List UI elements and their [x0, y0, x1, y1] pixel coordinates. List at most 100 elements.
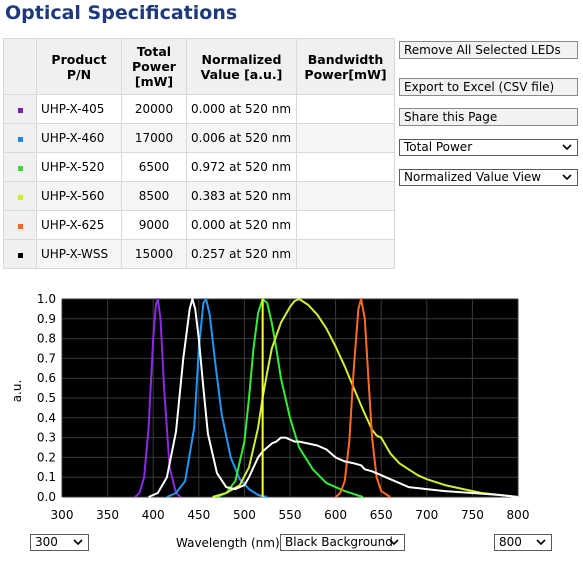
- cell-bandwidth-power: [296, 181, 395, 211]
- header-swatch: [3, 38, 37, 95]
- y-tick-label: 0.6: [37, 371, 56, 385]
- table-row[interactable]: UHP-X-460 17000 0.006 at 520 nm: [3, 123, 395, 153]
- led-color-swatch: [3, 181, 37, 211]
- x-axis-label: Wavelength (nm): [176, 536, 280, 550]
- led-color-swatch: [3, 152, 37, 182]
- spectrum-line-1: [134, 298, 182, 498]
- cell-product-pn: UHP-X-625: [36, 210, 122, 240]
- share-page-button[interactable]: Share this Page: [399, 108, 578, 126]
- spectrum-line-5: [334, 298, 391, 498]
- x-tick-label: 350: [96, 508, 119, 522]
- y-tick-label: 0.3: [37, 431, 56, 445]
- cell-total-power: 8500: [121, 181, 187, 211]
- header-total-power[interactable]: Total Power [mW]: [121, 38, 187, 95]
- cell-product-pn: UHP-X-405: [36, 94, 122, 124]
- y-tick-label: 0.0: [37, 490, 56, 504]
- x-tick-label: 500: [233, 508, 256, 522]
- table-row[interactable]: UHP-X-520 6500 0.972 at 520 nm: [3, 152, 395, 182]
- power-mode-select[interactable]: Total Power: [399, 139, 578, 156]
- x-max-value: 800: [499, 535, 522, 549]
- y-axis-label: a.u.: [10, 380, 24, 403]
- y-tick-label: 0.4: [37, 411, 56, 425]
- color-swatch-icon: [17, 137, 23, 142]
- remove-all-button[interactable]: Remove All Selected LEDs: [399, 41, 578, 59]
- chevron-down-icon: [562, 144, 572, 151]
- cell-normalized-value: 0.006 at 520 nm: [186, 123, 297, 153]
- header-bandwidth-power[interactable]: Bandwidth Power[mW]: [296, 38, 395, 95]
- led-color-swatch: [3, 94, 37, 124]
- x-tick-label: 400: [142, 508, 165, 522]
- cell-total-power: 9000: [121, 210, 187, 240]
- cell-normalized-value: 0.257 at 520 nm: [186, 239, 297, 269]
- x-tick-label: 800: [507, 508, 530, 522]
- color-swatch-icon: [17, 195, 23, 200]
- cell-bandwidth-power: [296, 239, 395, 269]
- y-tick-label: 0.1: [37, 470, 56, 484]
- x-min-value: 300: [35, 535, 58, 549]
- header-normalized-value[interactable]: Normalized Value [a.u.]: [186, 38, 297, 95]
- power-mode-value: Total Power: [404, 140, 473, 154]
- cell-normalized-value: 0.972 at 520 nm: [186, 152, 297, 182]
- x-min-select[interactable]: 300: [30, 534, 89, 551]
- x-ticks: 300 350 400 450 500 550 600 650 700 750 800: [51, 508, 530, 522]
- color-swatch-icon: [17, 224, 23, 229]
- cell-bandwidth-power: [296, 123, 395, 153]
- background-select[interactable]: Black Background: [280, 534, 405, 551]
- spectrum-line-2: [166, 298, 268, 498]
- x-tick-label: 550: [279, 508, 302, 522]
- cell-normalized-value: 0.000 at 520 nm: [186, 210, 297, 240]
- chevron-down-icon: [536, 539, 546, 546]
- cell-total-power: 20000: [121, 94, 187, 124]
- table-row[interactable]: UHP-X-WSS 15000 0.257 at 520 nm: [3, 239, 395, 269]
- cell-product-pn: UHP-X-WSS: [36, 239, 122, 269]
- y-tick-label: 1.0: [37, 292, 56, 306]
- y-tick-label: 0.9: [37, 312, 56, 326]
- table-row[interactable]: UHP-X-405 20000 0.000 at 520 nm: [3, 94, 395, 124]
- y-tick-label: 0.5: [37, 391, 56, 405]
- table-header-row: Product P/N Total Power [mW] Normalized Val…: [3, 38, 395, 95]
- y-ticks: 0.0 0.1 0.2 0.3 0.4 0.5 0.6 0.7 0.8 0.9 1.0: [37, 292, 56, 504]
- y-tick-label: 0.8: [37, 332, 56, 346]
- table-row[interactable]: UHP-X-625 9000 0.000 at 520 nm: [3, 210, 395, 240]
- cell-normalized-value: 0.000 at 520 nm: [186, 94, 297, 124]
- cell-product-pn: UHP-X-460: [36, 123, 122, 153]
- led-color-swatch: [3, 210, 37, 240]
- cell-total-power: 17000: [121, 123, 187, 153]
- value-view-value: Normalized Value View: [404, 170, 542, 184]
- page-title: Optical Specifications: [5, 2, 238, 24]
- cell-total-power: 6500: [121, 152, 187, 182]
- x-max-select[interactable]: 800: [494, 534, 552, 551]
- table-row[interactable]: UHP-X-560 8500 0.383 at 520 nm: [3, 181, 395, 211]
- x-tick-label: 750: [461, 508, 484, 522]
- background-value: Black Background: [285, 535, 393, 549]
- header-product-pn[interactable]: Product P/N: [36, 38, 122, 95]
- x-tick-label: 650: [370, 508, 393, 522]
- color-swatch-icon: [17, 108, 23, 113]
- cell-product-pn: UHP-X-520: [36, 152, 122, 182]
- x-tick-label: 700: [415, 508, 438, 522]
- cell-total-power: 15000: [121, 239, 187, 269]
- cell-bandwidth-power: [296, 152, 395, 182]
- x-tick-label: 600: [324, 508, 347, 522]
- export-csv-button[interactable]: Export to Excel (CSV file): [399, 78, 578, 96]
- x-tick-label: 300: [51, 508, 74, 522]
- chevron-down-icon: [73, 539, 83, 546]
- x-tick-label: 450: [187, 508, 210, 522]
- color-swatch-icon: [17, 253, 23, 258]
- y-tick-label: 0.7: [37, 351, 56, 365]
- chevron-down-icon: [389, 539, 399, 546]
- color-swatch-icon: [17, 166, 23, 171]
- optical-specs-table: Product P/N Total Power [mW] Normalized Val…: [3, 38, 395, 269]
- led-color-swatch: [3, 239, 37, 269]
- value-view-select[interactable]: Normalized Value View: [399, 169, 578, 186]
- cell-product-pn: UHP-X-560: [36, 181, 122, 211]
- chevron-down-icon: [562, 174, 572, 181]
- cell-bandwidth-power: [296, 94, 395, 124]
- y-tick-label: 0.2: [37, 450, 56, 464]
- led-color-swatch: [3, 123, 37, 153]
- cell-bandwidth-power: [296, 210, 395, 240]
- chart-grid: [61, 298, 519, 498]
- spectrum-chart: a.u. 0.0 0.1 0.2 0.3 0.4 0.5 0.6 0.7 0.8 0.9 1.0 3…: [10, 292, 530, 522]
- cell-normalized-value: 0.383 at 520 nm: [186, 181, 297, 211]
- chart-series: [134, 298, 519, 498]
